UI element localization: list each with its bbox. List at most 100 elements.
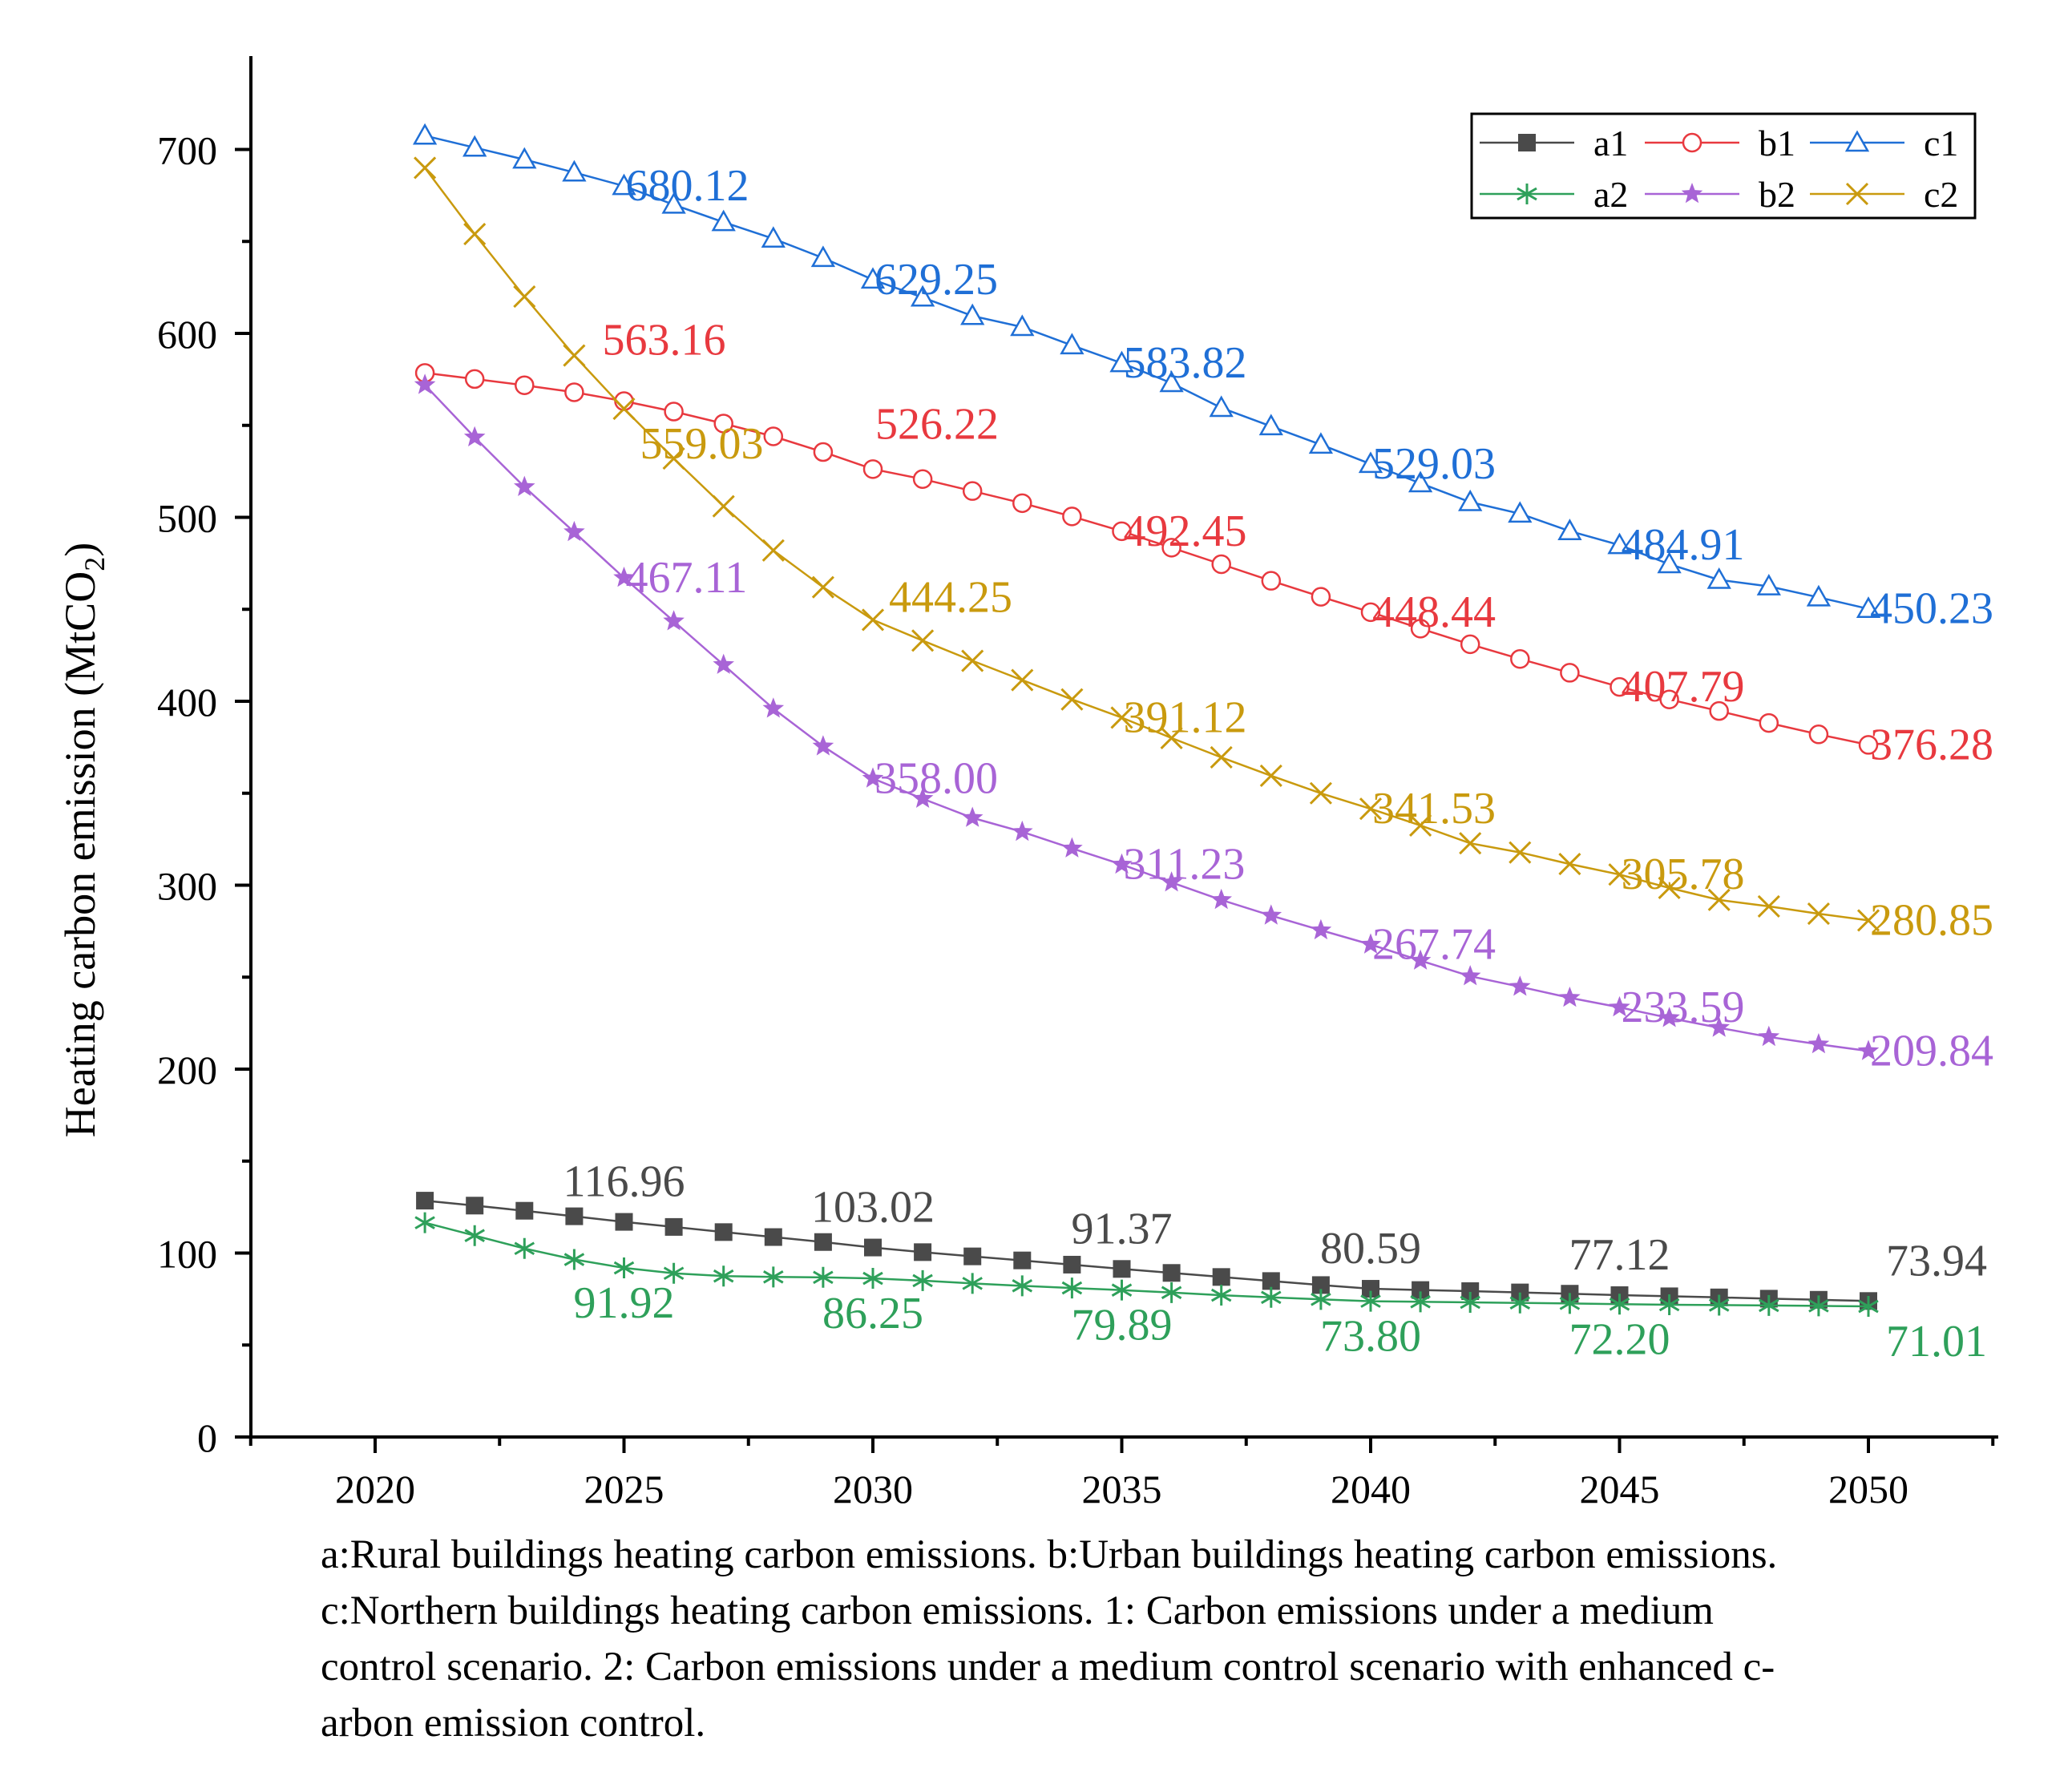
y-tick-label: 600 <box>157 312 217 357</box>
data-label-c2: 280.85 <box>1870 895 1993 945</box>
data-point <box>464 369 485 390</box>
data-point <box>1709 700 1729 721</box>
series-b1 <box>414 363 1879 755</box>
axes: 0 100 200 300 400 500 600 700 2020 2025 2030 2035 20… <box>157 56 1998 1512</box>
data-label-c2: 444.25 <box>889 572 1012 622</box>
data-point <box>763 1266 784 1288</box>
data-point <box>1807 902 1830 926</box>
data-point <box>764 1228 782 1246</box>
data-point <box>1359 933 1382 954</box>
data-point <box>1808 725 1829 745</box>
data-point <box>563 344 586 367</box>
legend-item-a1: a1 <box>1480 123 1628 163</box>
data-point <box>1460 1292 1480 1314</box>
data-point <box>1260 904 1282 925</box>
data-label-a1: 116.96 <box>563 1157 685 1207</box>
data-point <box>1856 909 1880 932</box>
data-point <box>1011 668 1034 692</box>
data-point <box>810 245 836 268</box>
data-point <box>463 426 486 446</box>
data-point <box>813 1266 834 1288</box>
data-point <box>1857 1039 1880 1060</box>
data-point <box>1460 634 1480 655</box>
data-point <box>1410 619 1431 639</box>
data-point <box>1111 1279 1133 1301</box>
data-point <box>1858 735 1879 755</box>
data-point <box>1258 414 1283 436</box>
data-point <box>862 1268 883 1290</box>
data-label-b1: 407.79 <box>1622 662 1745 712</box>
y-tick-label: 100 <box>157 1232 217 1277</box>
legend-label: b1 <box>1759 123 1795 163</box>
data-point <box>416 1192 434 1210</box>
data-point <box>663 1262 685 1284</box>
data-point <box>811 575 834 599</box>
data-point <box>1112 521 1132 542</box>
data-point <box>661 192 686 214</box>
data-point <box>1509 975 1531 996</box>
data-label-c1: 680.12 <box>626 161 749 211</box>
data-point <box>1061 837 1083 858</box>
data-point <box>414 373 436 394</box>
data-point <box>1360 602 1381 623</box>
data-label-c2: 305.78 <box>1622 850 1745 899</box>
data-point <box>1508 501 1533 523</box>
data-point <box>512 147 537 169</box>
data-point <box>1209 395 1234 418</box>
data-point <box>1311 1289 1331 1310</box>
data-point <box>962 481 983 501</box>
data-label-b2: 267.74 <box>1372 920 1496 970</box>
data-point <box>562 159 587 182</box>
data-point <box>1658 1294 1680 1315</box>
data-point <box>1510 648 1530 669</box>
x-tick-label: 2045 <box>1580 1467 1660 1512</box>
data-point <box>1311 587 1331 607</box>
data-point <box>466 1197 484 1215</box>
y-tick-label: 200 <box>157 1047 217 1092</box>
data-point <box>612 173 636 196</box>
data-point <box>1759 712 1779 733</box>
data-label-b1: 492.45 <box>1124 507 1247 556</box>
data-point <box>961 806 983 827</box>
data-point <box>613 567 635 587</box>
legend-item-c1: c1 <box>1810 123 1958 163</box>
data-point <box>713 1265 734 1287</box>
data-point <box>862 459 883 479</box>
data-point <box>664 402 684 422</box>
data-point <box>564 382 584 402</box>
y-axis-label-subscript: 2 <box>79 557 111 571</box>
data-point <box>1259 764 1282 788</box>
data-point <box>860 267 886 289</box>
data-point <box>960 303 985 325</box>
y-axis-label-close: ) <box>56 543 104 557</box>
data-point <box>1758 1025 1780 1047</box>
data-point <box>1360 1290 1381 1312</box>
y-axis-label-text: Heating carbon emission (MtCO <box>56 571 104 1137</box>
data-point <box>1062 507 1082 527</box>
data-point <box>864 1238 882 1257</box>
data-point <box>910 285 935 307</box>
data-point <box>912 1269 933 1291</box>
y-tick-label: 0 <box>197 1415 217 1460</box>
data-point <box>1012 493 1032 514</box>
data-label-b2: 233.59 <box>1622 983 1745 1032</box>
x-tick-label: 2020 <box>335 1467 415 1512</box>
data-point <box>1010 314 1035 337</box>
y-tick-label: 400 <box>157 680 217 725</box>
x-tick-label: 2040 <box>1331 1467 1411 1512</box>
data-point <box>1459 965 1481 986</box>
data-point <box>414 1212 435 1233</box>
data-point <box>761 539 785 562</box>
legend-item-c2: c2 <box>1810 174 1958 215</box>
x-tick-label: 2025 <box>584 1467 664 1512</box>
data-point <box>1609 995 1630 1017</box>
legend-label: c2 <box>1924 174 1958 215</box>
data-point <box>662 446 685 470</box>
data-point <box>1518 134 1536 151</box>
data-point <box>1658 1007 1680 1027</box>
data-point <box>1262 1272 1280 1290</box>
data-label-b2: 209.84 <box>1870 1026 1993 1076</box>
data-point <box>1844 130 1870 152</box>
data-label-c1: 484.91 <box>1622 520 1745 570</box>
data-point <box>1161 871 1182 892</box>
